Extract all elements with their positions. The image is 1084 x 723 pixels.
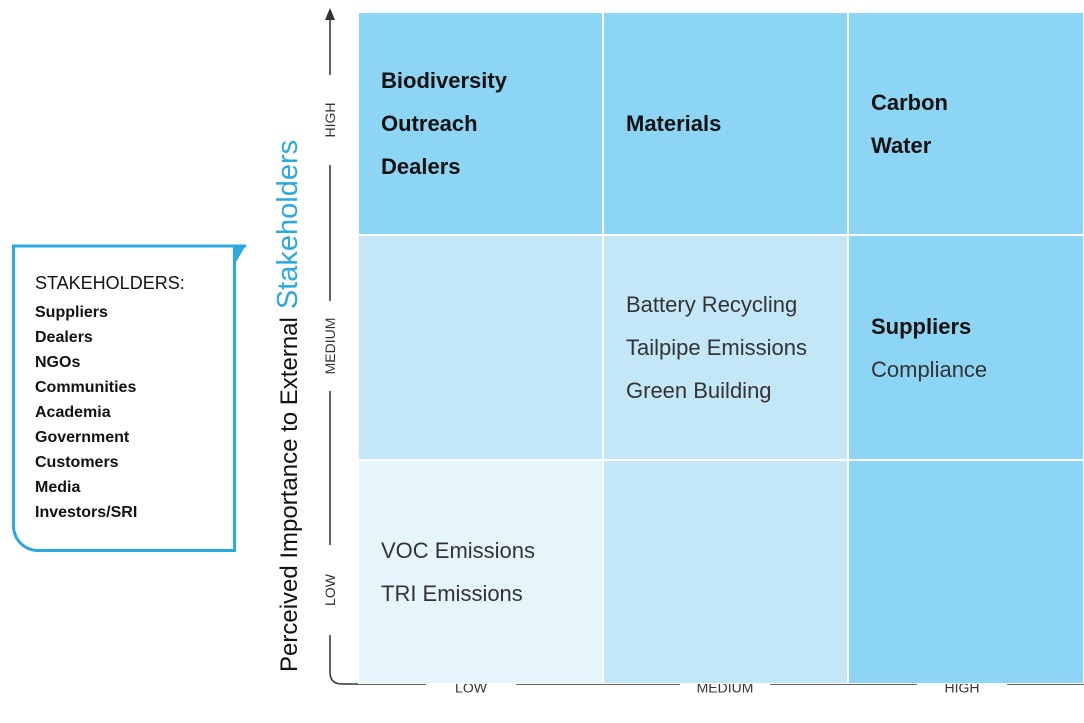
cell-item: Carbon	[871, 89, 948, 115]
stakeholder: Academia	[35, 404, 111, 421]
matrix-cell	[358, 235, 603, 460]
cell-item: Outreach	[381, 111, 478, 136]
cell-item: Biodiversity	[381, 68, 507, 93]
stakeholder: Media	[35, 479, 81, 496]
stakeholder: Investors/SRI	[35, 504, 138, 521]
cell-item: VOC Emissions	[381, 538, 536, 563]
y-level-label: LOW	[322, 573, 338, 606]
x-axis-line	[329, 671, 1084, 685]
stakeholders-list: Suppliers Dealers NGOs Communities Academia G…	[35, 300, 233, 525]
stakeholder: Customers	[35, 454, 119, 471]
stakeholder: Suppliers	[35, 304, 108, 321]
y-level-label: HIGH	[322, 103, 338, 138]
matrix-cell	[848, 460, 1084, 684]
stakeholder: Communities	[35, 379, 137, 396]
stakeholder: Dealers	[35, 329, 93, 346]
y-axis-arrow	[325, 8, 335, 20]
cell-item: Green Building	[626, 378, 772, 403]
cell-item: Water	[871, 132, 932, 158]
cell-item: Compliance	[871, 356, 988, 382]
matrix-cell: Materials	[603, 12, 848, 235]
cell-item: Battery Recycling	[626, 292, 798, 317]
y-title-emphasis: Stakeholders	[272, 140, 304, 309]
stakeholders-box: STAKEHOLDERS: Suppliers Dealers NGOs Commun…	[12, 245, 236, 552]
cell-item: TRI Emissions	[381, 581, 523, 606]
y-title-text: Perceived Importance to External	[276, 317, 303, 672]
cell-item: Suppliers	[871, 313, 972, 339]
y-axis-title: Perceived Importance to External Stakehol…	[272, 140, 304, 672]
matrix-cell: Suppliers Compliance	[848, 235, 1084, 460]
stakeholders-title: STAKEHOLDERS:	[35, 273, 185, 293]
label-gap	[320, 545, 340, 635]
stakeholder: NGOs	[35, 354, 81, 371]
matrix-cell: Carbon Water	[848, 12, 1084, 235]
matrix-cell	[603, 460, 848, 684]
box-notch	[236, 245, 246, 262]
label-gap	[320, 75, 340, 165]
cell-item: Tailpipe Emissions	[626, 335, 807, 360]
stakeholder: Government	[35, 429, 130, 446]
matrix-cell: Biodiversity Outreach Dealers	[358, 12, 603, 235]
matrix-cell: Battery Recycling Tailpipe Emissions Green…	[603, 235, 848, 460]
label-gap	[320, 301, 340, 391]
matrix-cell: VOC Emissions TRI Emissions	[358, 460, 603, 684]
cell-item: Dealers	[381, 154, 461, 179]
cell-item: Materials	[626, 111, 722, 136]
y-level-label: MEDIUM	[322, 318, 338, 375]
